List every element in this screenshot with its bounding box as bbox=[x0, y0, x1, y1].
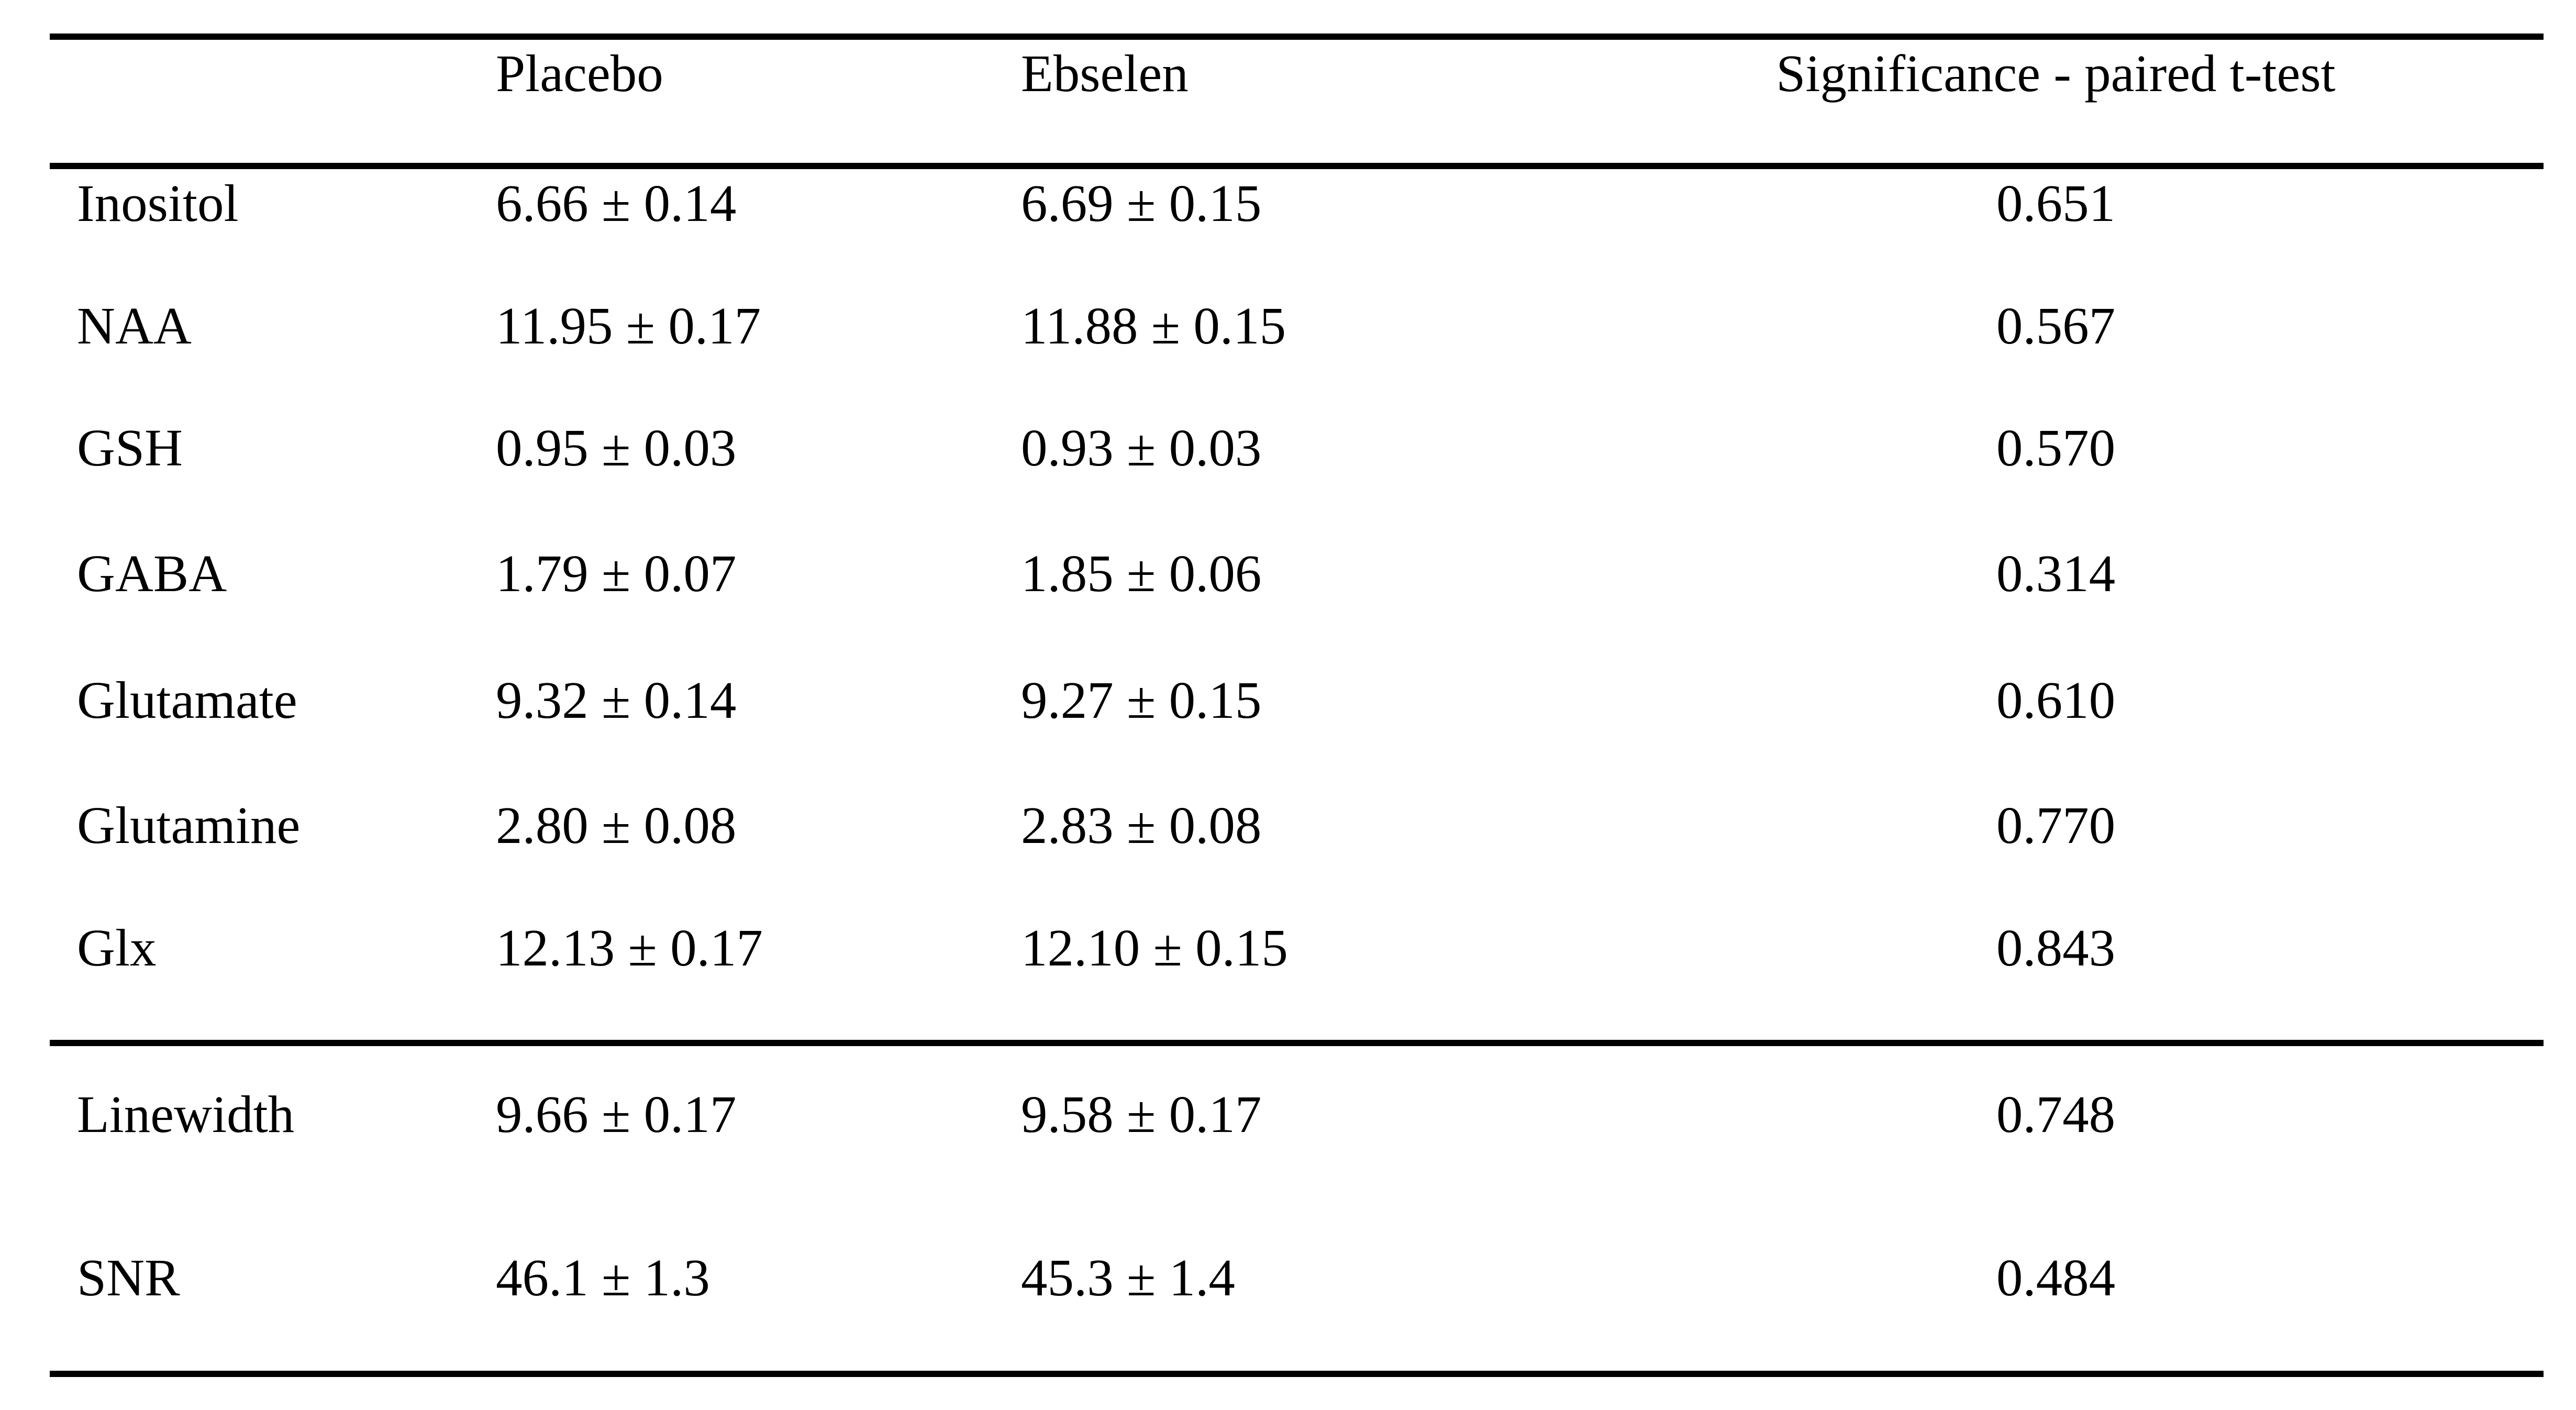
significance-value: 0.484 bbox=[1996, 1248, 2116, 1307]
ebselen-value: 45.3 ± 1.4 bbox=[1021, 1248, 1235, 1307]
row-label: SNR bbox=[77, 1248, 180, 1307]
table-section-rule bbox=[50, 1040, 2544, 1046]
table-row-glx: Glx 12.13 ± 0.17 12.10 ± 0.15 0.843 bbox=[50, 918, 2544, 977]
header-significance: Significance - paired t-test bbox=[1776, 44, 2336, 103]
header-ebselen: Ebselen bbox=[1021, 44, 1189, 103]
significance-value: 0.314 bbox=[1996, 544, 2116, 603]
significance-value: 0.651 bbox=[1996, 174, 2116, 232]
table-row-glutamine: Glutamine 2.80 ± 0.08 2.83 ± 0.08 0.770 bbox=[50, 796, 2544, 854]
row-label: Linewidth bbox=[77, 1085, 295, 1143]
header-empty-cell bbox=[50, 44, 496, 103]
placebo-value: 1.79 ± 0.07 bbox=[496, 544, 737, 603]
table-row-linewidth: Linewidth 9.66 ± 0.17 9.58 ± 0.17 0.748 bbox=[50, 1085, 2544, 1143]
row-label: NAA bbox=[77, 296, 192, 355]
ebselen-value: 1.85 ± 0.06 bbox=[1021, 544, 1262, 603]
row-label: Inositol bbox=[77, 174, 239, 232]
row-label: Glutamate bbox=[77, 671, 297, 729]
table-row-inositol: Inositol 6.66 ± 0.14 6.69 ± 0.15 0.651 bbox=[50, 174, 2544, 232]
significance-value: 0.610 bbox=[1996, 671, 2116, 729]
placebo-value: 6.66 ± 0.14 bbox=[496, 174, 737, 232]
significance-value: 0.567 bbox=[1996, 296, 2116, 355]
row-label: GABA bbox=[77, 544, 227, 603]
placebo-value: 46.1 ± 1.3 bbox=[496, 1248, 710, 1307]
table-row-snr: SNR 46.1 ± 1.3 45.3 ± 1.4 0.484 bbox=[50, 1248, 2544, 1307]
table-header-row: Placebo Ebselen Significance - paired t-… bbox=[50, 44, 2544, 103]
row-label: Glutamine bbox=[77, 796, 301, 854]
row-label: GSH bbox=[77, 418, 183, 477]
placebo-value: 9.66 ± 0.17 bbox=[496, 1085, 737, 1143]
placebo-value: 12.13 ± 0.17 bbox=[496, 918, 763, 977]
placebo-value: 9.32 ± 0.14 bbox=[496, 671, 737, 729]
table-header-rule bbox=[50, 163, 2544, 169]
table-row-naa: NAA 11.95 ± 0.17 11.88 ± 0.15 0.567 bbox=[50, 296, 2544, 355]
table-row-gaba: GABA 1.79 ± 0.07 1.85 ± 0.06 0.314 bbox=[50, 544, 2544, 603]
ebselen-value: 2.83 ± 0.08 bbox=[1021, 796, 1262, 854]
significance-value: 0.570 bbox=[1996, 418, 2116, 477]
placebo-value: 0.95 ± 0.03 bbox=[496, 418, 737, 477]
ebselen-value: 6.69 ± 0.15 bbox=[1021, 174, 1262, 232]
table-top-rule bbox=[50, 34, 2544, 40]
table-row-gsh: GSH 0.95 ± 0.03 0.93 ± 0.03 0.570 bbox=[50, 418, 2544, 477]
row-label: Glx bbox=[77, 918, 157, 977]
placebo-value: 2.80 ± 0.08 bbox=[496, 796, 737, 854]
ebselen-value: 11.88 ± 0.15 bbox=[1021, 296, 1286, 355]
significance-value: 0.770 bbox=[1996, 796, 2116, 854]
ebselen-value: 12.10 ± 0.15 bbox=[1021, 918, 1288, 977]
significance-value: 0.748 bbox=[1996, 1085, 2116, 1143]
placebo-value: 11.95 ± 0.17 bbox=[496, 296, 761, 355]
table-bottom-rule bbox=[50, 1371, 2544, 1377]
table-row-glutamate: Glutamate 9.32 ± 0.14 9.27 ± 0.15 0.610 bbox=[50, 671, 2544, 729]
ebselen-value: 9.27 ± 0.15 bbox=[1021, 671, 1262, 729]
significance-value: 0.843 bbox=[1996, 918, 2116, 977]
header-placebo: Placebo bbox=[496, 44, 663, 103]
ebselen-value: 0.93 ± 0.03 bbox=[1021, 418, 1262, 477]
ebselen-value: 9.58 ± 0.17 bbox=[1021, 1085, 1262, 1143]
